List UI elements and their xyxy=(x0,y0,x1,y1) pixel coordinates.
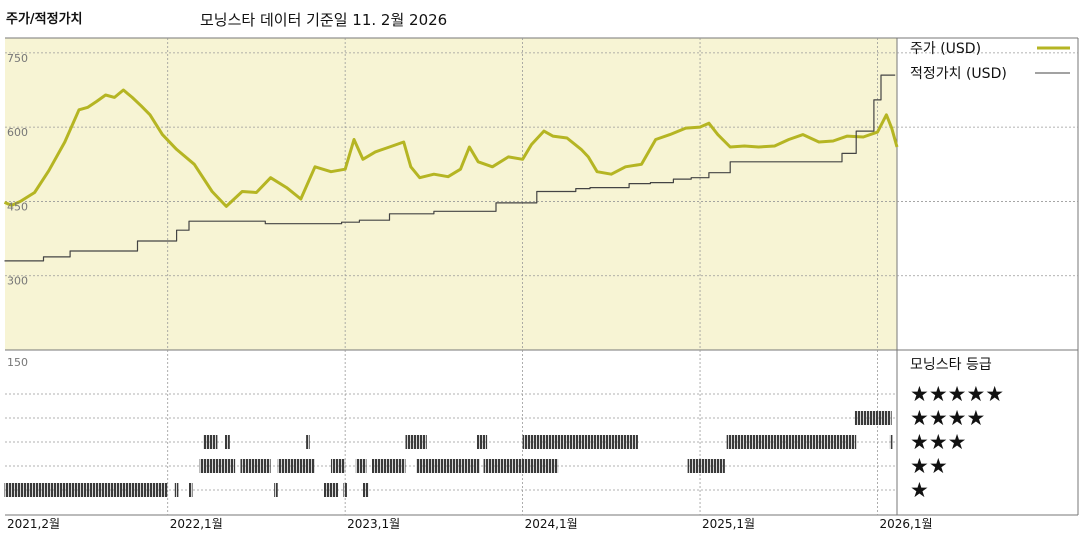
legend-fair-label: 적정가치 (USD) xyxy=(910,66,1007,82)
rating-period-bar xyxy=(522,435,638,449)
x-tick-label: 2021,2월 xyxy=(7,517,60,531)
rating-period-bar xyxy=(476,435,488,449)
x-tick-label: 2022,1월 xyxy=(170,517,223,531)
upper-plot-background xyxy=(5,38,897,350)
x-tick-label: 2026,1월 xyxy=(879,517,932,531)
rating-period-bar xyxy=(203,435,218,449)
rating-period-bar xyxy=(726,435,857,449)
rating-period-bar xyxy=(416,459,481,473)
label-layer: 750 600 450 300 2021,2월 2022,1월 2023,1월 2024,1월… xyxy=(7,52,933,531)
y-tick-label: 750 xyxy=(7,52,28,65)
rating-legend-title: 모닝스타 등급 xyxy=(910,357,992,373)
fair-value-series-line xyxy=(4,74,896,262)
y-tick-label: 300 xyxy=(7,275,28,288)
legend-price-label: 주가 (USD) xyxy=(910,41,981,57)
rating-period-bar xyxy=(199,459,236,473)
lower-axis-label: 150 xyxy=(7,356,28,369)
rating-period-bar xyxy=(355,459,367,473)
rating-period-bar xyxy=(306,435,310,449)
rating-legend-5-stars: ★★★★★ xyxy=(910,382,1004,406)
price-series-line xyxy=(3,88,899,208)
rating-period-bar xyxy=(405,435,427,449)
rating-period-bar xyxy=(189,483,193,497)
rating-period-bar xyxy=(343,483,347,497)
rating-period-bar xyxy=(362,483,369,497)
x-tick-label: 2024,1월 xyxy=(525,517,578,531)
rating-period-bar xyxy=(174,483,179,497)
chart-title: 주가/적정가치 xyxy=(6,12,83,27)
rating-period-bar xyxy=(240,459,271,473)
rating-legend-4-stars: ★★★★ xyxy=(910,406,985,430)
x-tick-label: 2023,1월 xyxy=(347,517,400,531)
y-tick-label: 600 xyxy=(7,126,28,139)
rating-legend-3-stars: ★★★ xyxy=(910,430,966,454)
rating-layer xyxy=(4,411,893,497)
x-tick-label: 2025,1월 xyxy=(702,517,755,531)
rating-period-bar xyxy=(330,459,346,473)
line-layer xyxy=(3,74,899,262)
rating-legend-1-star: ★ xyxy=(910,478,929,502)
rating-period-bar xyxy=(224,435,230,449)
rating-period-bar xyxy=(4,483,168,497)
y-tick-label: 450 xyxy=(7,200,28,213)
rating-period-bar xyxy=(323,483,339,497)
rating-period-bar xyxy=(371,459,406,473)
rating-period-bar xyxy=(277,459,315,473)
rating-legend-2-stars: ★★ xyxy=(910,454,948,478)
rating-period-bar xyxy=(854,411,892,425)
rating-period-bar xyxy=(687,459,725,473)
rating-period-bar xyxy=(274,483,278,497)
rating-period-bar xyxy=(889,435,893,449)
chart-subtitle: 모닝스타 데이터 기준일 11. 2월 2026 xyxy=(200,11,448,29)
rating-period-bar xyxy=(483,459,559,473)
